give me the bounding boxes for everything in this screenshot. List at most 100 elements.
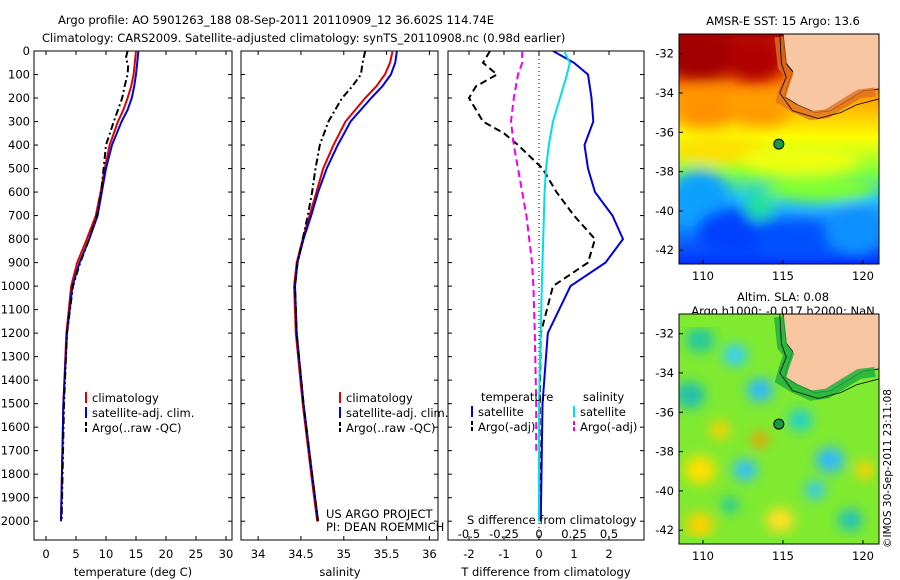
y-tick-label: 1100	[1, 303, 30, 317]
sst-map-ticks: 110 115 120 -32 -34 -36 -38 -40 -42	[655, 47, 874, 283]
difference-ticks: -2 -1 0 1 2 -0.5 -0.25 0 0.25 0.5	[448, 50, 644, 561]
x-tick-label: 5	[72, 547, 79, 561]
x-tick-label: 10	[99, 547, 114, 561]
map-y-tick-label: -42	[655, 523, 674, 537]
isobath-line	[779, 34, 879, 119]
sst-map: AMSR-E SST: 15 Argo: 13.6	[655, 14, 880, 283]
y-tick-label: 700	[8, 209, 30, 223]
x-tick-label: 20	[159, 547, 174, 561]
y-tick-label: 1600	[1, 420, 30, 434]
difference-series	[467, 51, 625, 522]
map-y-tick-label: -40	[655, 484, 674, 498]
imos-credit: ©IMOS 30-Sep-2011 23:11:08	[882, 389, 894, 548]
sla-anomaly	[686, 327, 714, 353]
sla-anomaly	[710, 421, 730, 439]
y-tick-label: 200	[8, 91, 30, 105]
sla-anomaly	[686, 512, 714, 538]
x2-tick-label: -0.5	[458, 527, 480, 541]
series-line-3	[293, 51, 367, 522]
x-tick-label: 1	[570, 547, 577, 561]
temperature-axes-frame	[33, 50, 233, 541]
y-tick-label: 0	[23, 44, 30, 58]
shelf-band	[774, 36, 876, 121]
sla-map-title: Altim. SLA: 0.08	[737, 290, 829, 304]
legend-entry: satellite-adj. clim.	[92, 406, 194, 420]
temperature-ticks: 0100200300400500600700800900100011001200…	[1, 44, 234, 561]
sla-anomaly	[816, 447, 844, 473]
map-y-tick-label: -32	[655, 47, 674, 61]
map-y-tick-label: -34	[655, 366, 674, 380]
sst-map-frame	[678, 33, 880, 265]
difference-axes-frame	[447, 50, 645, 541]
map-x-tick-label: 115	[772, 269, 794, 283]
salinity-panel: 34 34.5 35 35.5 36 salinity climatologysatel…	[240, 50, 448, 579]
header-line1: Argo profile: AO 5901263_188 08-Sep-2011…	[58, 13, 494, 27]
x-tick-label: 34.5	[288, 547, 314, 561]
y-tick-label: 1500	[1, 397, 30, 411]
sla-anomaly	[855, 461, 875, 479]
argo-location-marker	[773, 138, 785, 150]
argo-location-marker-2	[773, 418, 785, 430]
map-y-tick-label: -40	[655, 204, 674, 218]
series-line-3	[60, 51, 130, 522]
x-tick-label: 35.5	[374, 547, 400, 561]
salinity-ticks: 34 34.5 35 35.5 36	[241, 50, 438, 561]
sla-anomaly	[733, 459, 757, 481]
project-line1: US ARGO PROJECT	[326, 507, 434, 521]
difference-line-2	[467, 51, 597, 522]
sst-map-title: AMSR-E SST: 15 Argo: 13.6	[706, 14, 860, 28]
y-tick-label: 400	[8, 138, 30, 152]
project-line2: PI: DEAN ROEMMICH	[326, 520, 444, 534]
legend-entry: climatology	[346, 391, 413, 405]
x2-tick-label: 0	[535, 527, 542, 541]
difference-line-3	[538, 51, 571, 522]
x-tick-label: 36	[422, 547, 437, 561]
y-tick-label: 1900	[1, 491, 30, 505]
y-tick-label: 1400	[1, 373, 30, 387]
sla-anomaly	[752, 432, 768, 448]
map-x-tick-label: 110	[692, 549, 714, 563]
y-tick-label: 1300	[1, 350, 30, 364]
y-tick-label: 1800	[1, 467, 30, 481]
sla-anomaly	[788, 409, 812, 431]
sla-anomaly	[679, 381, 705, 409]
y-tick-label: 2000	[1, 514, 30, 528]
difference-line-1	[539, 51, 625, 522]
map-x-tick-label: 110	[692, 269, 714, 283]
y-tick-label: 1000	[1, 279, 30, 293]
x-tick-label: 34	[251, 547, 266, 561]
map-y-tick-label: -32	[655, 327, 674, 341]
legend-entry: climatology	[92, 391, 159, 405]
header-line2: Climatology: CARS2009. Satellite-adjuste…	[42, 31, 565, 45]
legend-entry: satellite	[478, 405, 524, 419]
x-tick-label: 25	[189, 547, 204, 561]
legend-entry: Argo(..raw -QC)	[92, 421, 182, 435]
y-tick-label: 100	[8, 68, 30, 82]
y-tick-label: 800	[8, 232, 30, 246]
map-x-tick-label: 120	[852, 549, 874, 563]
y-tick-label: 1700	[1, 444, 30, 458]
difference-panel: -2 -1 0 1 2 -0.5 -0.25 0 0.25 0.5 S difference fr…	[447, 50, 645, 579]
sla-anomaly	[747, 378, 773, 402]
isobath-line-2	[779, 314, 879, 399]
map-y-tick-label: -36	[655, 405, 674, 419]
sst-field-features	[679, 34, 879, 260]
x2-tick-label: 0.25	[561, 527, 587, 541]
x-tick-label: -1	[498, 547, 509, 561]
map-x-tick-label: 120	[852, 269, 874, 283]
x-tick-label: -2	[463, 547, 474, 561]
sla-anomaly	[684, 455, 716, 485]
y-tick-label: 1200	[1, 326, 30, 340]
temperature-xlabel: temperature (deg C)	[74, 565, 192, 579]
sla-anomaly	[723, 344, 747, 366]
x-tick-label: 2	[605, 547, 612, 561]
s-difference-label: S difference from climatology	[467, 513, 637, 527]
y-tick-label: 600	[8, 185, 30, 199]
map-y-tick-label: -38	[655, 165, 674, 179]
legend-header-salinity: salinity	[583, 390, 624, 404]
sla-map-frame	[678, 313, 880, 545]
y-tick-label: 500	[8, 162, 30, 176]
